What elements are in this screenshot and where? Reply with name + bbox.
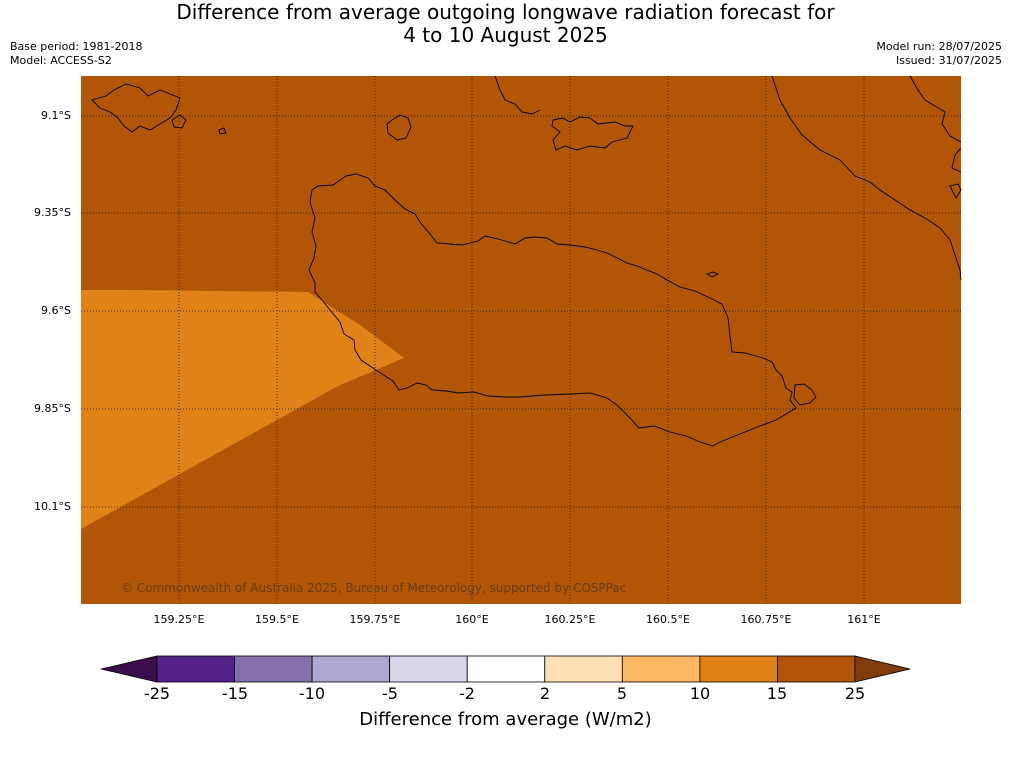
- colorbar-extend-high: [854, 655, 911, 683]
- colorbar-tick: 10: [689, 684, 711, 703]
- copyright-notice: © Commonwealth of Australia 2025, Bureau…: [121, 581, 627, 595]
- malaita-coast: [771, 75, 962, 281]
- lat-label: 9.1°S: [41, 109, 71, 122]
- lon-label: 160.25°E: [544, 613, 596, 626]
- coastlines: [91, 75, 962, 447]
- colorbar-segment: [311, 655, 391, 683]
- lat-label: 9.6°S: [41, 304, 71, 317]
- colorbar-segment: [234, 655, 313, 683]
- title-line-2: 4 to 10 August 2025: [403, 23, 608, 47]
- colorbar-segment: [389, 655, 468, 683]
- colorbar-tick: -25: [143, 684, 171, 703]
- base-period-label: Base period: 1981-2018: [10, 40, 143, 53]
- lon-label: 159.25°E: [153, 613, 205, 626]
- colorbar-tick: -2: [459, 684, 475, 703]
- east-islet: [949, 183, 962, 199]
- issued-label: Issued: 31/07/2025: [895, 54, 1002, 67]
- colorbar-segment: [466, 655, 546, 683]
- lon-label: 160°E: [455, 613, 489, 626]
- colorbar-tick: -5: [382, 684, 398, 703]
- colorbar-segment: [544, 655, 623, 683]
- marau-islets: [793, 383, 817, 406]
- anomaly-region: [81, 290, 404, 529]
- northeast-islands: [909, 75, 962, 143]
- colorbar-extend-low: [100, 655, 158, 683]
- small-island-a: [171, 114, 187, 129]
- colorbar-tick: 25: [844, 684, 866, 703]
- model-run-label: Model run: 28/07/2025: [876, 40, 1002, 53]
- meta-left: Base period: 1981-2018 Model: ACCESS-S2: [10, 40, 142, 68]
- colorbar-tick: 5: [616, 684, 628, 703]
- russell-islands: [91, 83, 181, 133]
- lon-label: 159.5°E: [255, 613, 299, 626]
- nggela-island: [386, 114, 412, 141]
- colorbar-title: Difference from average (W/m2): [359, 709, 652, 730]
- colorbar-tick: -15: [221, 684, 249, 703]
- lon-label: 159.75°E: [349, 613, 401, 626]
- chart-title: Difference from average outgoing longwav…: [0, 1, 1011, 47]
- lat-label: 9.35°S: [34, 206, 71, 219]
- guadalcanal-coastline: [308, 173, 797, 447]
- colorbar-tick: 2: [539, 684, 551, 703]
- title-line-1: Difference from average outgoing longwav…: [176, 0, 835, 24]
- colorbar-segment: [699, 655, 778, 683]
- lon-label: 161°E: [847, 613, 881, 626]
- colorbar-segment: [777, 655, 856, 683]
- colorbar-tick: 15: [766, 684, 788, 703]
- lat-label: 9.85°S: [34, 402, 71, 415]
- east-coast: [951, 147, 962, 173]
- model-label: Model: ACCESS-S2: [10, 54, 112, 67]
- colorbar-segment: [156, 655, 235, 683]
- north-reef: [494, 75, 541, 115]
- graticule: [81, 76, 961, 604]
- small-island-b: [218, 127, 227, 135]
- colorbar-tick: -10: [298, 684, 326, 703]
- small-islet: [705, 271, 720, 278]
- meta-right: Model run: 28/07/2025 Issued: 31/07/2025: [876, 40, 1002, 68]
- lon-label: 160.5°E: [646, 613, 690, 626]
- lat-label: 10.1°S: [34, 500, 71, 513]
- lon-label: 160.75°E: [740, 613, 792, 626]
- colorbar-segment: [621, 655, 701, 683]
- central-islands: [551, 116, 634, 151]
